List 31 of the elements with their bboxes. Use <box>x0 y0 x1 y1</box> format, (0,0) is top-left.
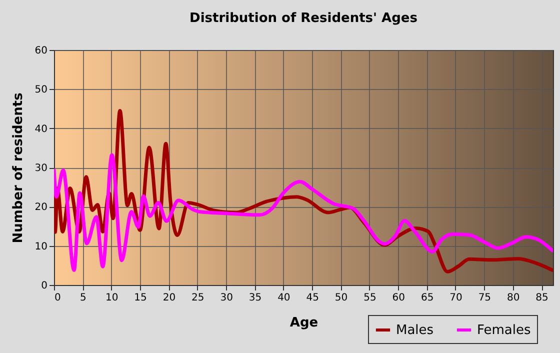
legend-label: Females <box>477 323 532 338</box>
x-tick-label: 75 <box>478 292 492 304</box>
y-tick-label: 60 <box>34 46 48 56</box>
x-tick-label: 70 <box>450 292 462 304</box>
x-tick-label: 30 <box>220 292 233 304</box>
x-tick-label: 65 <box>420 292 434 304</box>
x-tick-label: 15 <box>134 292 147 304</box>
x-tick-label: 55 <box>364 292 376 304</box>
x-tick-label: 5 <box>80 292 86 304</box>
x-tick-label: 35 <box>248 292 262 304</box>
x-tick-label: 0 <box>54 292 61 304</box>
x-tick-label: 50 <box>334 292 348 304</box>
y-axis-title: Number of residents <box>10 92 26 244</box>
x-tick-label: 80 <box>506 292 520 304</box>
x-axis-title: Age <box>290 316 318 330</box>
line-series <box>54 153 553 272</box>
x-tick-label: 40 <box>278 292 290 304</box>
y-tick-label: 20 <box>34 202 48 214</box>
legend-label: Males <box>396 323 434 338</box>
x-tick-label: 45 <box>306 292 319 304</box>
chart-title: Distribution of Residents' Ages <box>190 11 418 26</box>
x-tick-label: 20 <box>162 292 176 304</box>
x-tick-label: 85 <box>536 292 548 304</box>
y-tick-label: 0 <box>41 280 48 292</box>
x-tick-label: 60 <box>392 292 406 304</box>
x-tick-label: 25 <box>192 292 204 304</box>
y-tick-label: 50 <box>34 84 48 96</box>
y-tick-label: 30 <box>34 163 48 174</box>
y-tick-label: 40 <box>34 124 48 135</box>
x-tick-label: 10 <box>105 292 118 304</box>
y-tick-label: 10 <box>34 241 48 252</box>
